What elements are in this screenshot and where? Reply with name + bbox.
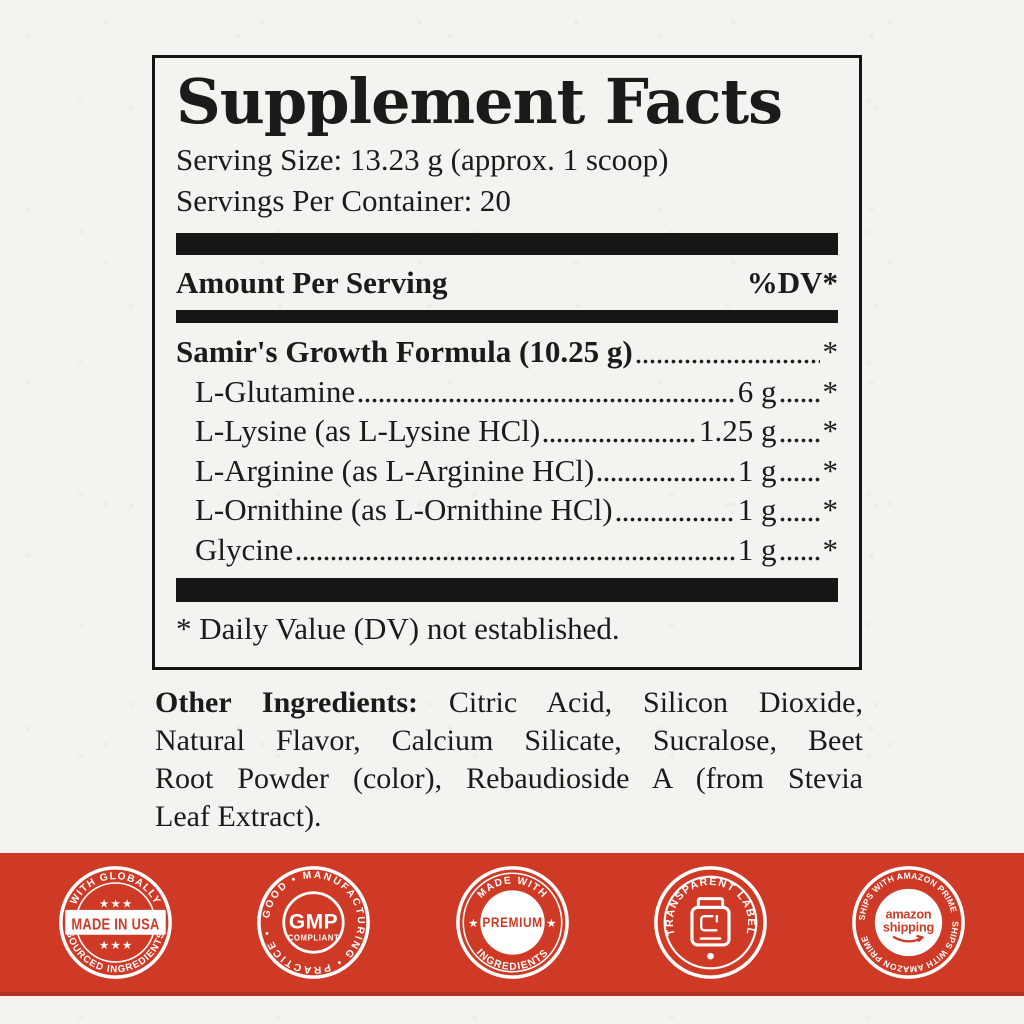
ingredient-row: L-Ornithine (as L-Ornithine HCl) 1 g * (176, 490, 838, 530)
badge-transparent-label: TRANSPARENT LABEL (653, 866, 767, 979)
dot-leader (779, 437, 820, 443)
premium-center-circle (479, 890, 545, 955)
shipping-text: shipping (883, 921, 934, 935)
badge-inner-ring (282, 891, 345, 954)
other-ingredients-line: Root Powder (color), Rebaudioside A (fro… (155, 762, 863, 795)
divider-bar-thick (176, 233, 838, 255)
other-ingredients-line: Natural Flavor, Calcium Silicate, Sucral… (155, 724, 863, 757)
ingredient-row: L-Arginine (as L-Arginine HCl) 1 g * (176, 451, 838, 491)
ingredient-amount: 1 g (737, 492, 777, 527)
ingredient-amount: 1 g (737, 452, 777, 488)
divider-bar-bottom (176, 578, 838, 602)
ingredient-name: L-Arginine (as L-Arginine HCl) (195, 452, 595, 488)
ingredient-amount: 1 g (737, 531, 777, 567)
jar-icon (690, 897, 731, 947)
dv-asterisk: * (822, 334, 839, 369)
ingredient-name: Samir's Growth Formula (10.25 g) (176, 334, 633, 369)
divider-bar-mid (176, 310, 838, 323)
dot-leader (296, 556, 735, 561)
amazon-text: amazon (886, 908, 932, 922)
star-icon: ★ (546, 918, 555, 929)
badge-amazon-shipping: SHIPS WITH AMAZON PRIME SHIPS WITH AMAZO… (852, 866, 965, 979)
amazon-center-circle (874, 888, 943, 957)
amazon-smile-icon (892, 935, 924, 943)
other-ingredients-line: Other Ingredients: Citric Acid, Silicon … (155, 686, 863, 719)
premium-text: PREMIUM (482, 914, 542, 930)
badge-outer-ring (653, 866, 767, 979)
dot-leader (779, 516, 820, 522)
amount-per-serving-label: Amount Per Serving (176, 265, 448, 300)
ingredient-row: Glycine 1 g * (176, 530, 838, 570)
other-ingredients-line: Leaf Extract). (155, 800, 322, 833)
dot-leader (597, 477, 735, 482)
other-ingredients-label: Other Ingredients: (155, 686, 419, 719)
dot-leader (635, 358, 820, 364)
ingredient-row: Samir's Growth Formula (10.25 g) * (176, 332, 838, 372)
dv-asterisk: * (822, 413, 839, 448)
dot-leader (779, 398, 820, 403)
badge-made-in-usa: WITH GLOBALLY SOURCED INGREDIENTS ★ ★ ★ … (59, 866, 172, 979)
panel-title: Supplement Facts (176, 65, 783, 138)
dv-header-label: %DV* (746, 265, 838, 300)
ingredient-name: L-Lysine (as L-Lysine HCl) (195, 413, 541, 448)
dv-asterisk: * (822, 492, 839, 527)
dot-leader (779, 477, 820, 482)
badge-outer-ring (59, 866, 172, 979)
badge-outer-ring (257, 866, 371, 979)
badge-banner: WITH GLOBALLY SOURCED INGREDIENTS ★ ★ ★ … (0, 853, 1024, 996)
ingredient-name: Glycine (195, 531, 294, 567)
dv-asterisk: * (822, 531, 839, 567)
dot-leader (615, 516, 735, 522)
ingredient-rows: Samir's Growth Formula (10.25 g) * L-Glu… (176, 332, 838, 569)
stars-icon: ★ ★ ★ (100, 899, 132, 910)
dv-asterisk: * (822, 452, 839, 488)
dot-leader (543, 437, 696, 443)
badge-gmp-compliant: GOOD • MANUFACTURING • PRACTICE • GMP CO… (257, 866, 371, 979)
star-icon: ★ (468, 918, 477, 929)
badge-premium-ingredients: MADE WITH INGREDIENTS PREMIUM ★ ★ (455, 866, 569, 979)
badge-outer-ring (455, 866, 569, 979)
gmp-text: GMP (289, 910, 338, 933)
serving-size: Serving Size: 13.23 g (approx. 1 scoop) (176, 142, 669, 177)
made-in-usa-band (65, 909, 166, 935)
dot-leader (358, 398, 735, 403)
other-ingredients-paragraph: Other Ingredients: Citric Acid, Silicon … (155, 684, 863, 836)
badge-inner-ring (663, 875, 758, 970)
ingredient-name: L-Ornithine (as L-Ornithine HCl) (195, 492, 613, 527)
compliant-text: COMPLIANT (288, 934, 340, 943)
dv-asterisk: * (822, 373, 839, 409)
badge-outer-ring (852, 866, 965, 979)
stars-icon: ★ ★ ★ (100, 940, 132, 951)
dot-icon (706, 952, 714, 960)
servings-per-container: Servings Per Container: 20 (176, 183, 511, 218)
made-in-usa-text: MADE IN USA (71, 916, 159, 933)
ingredient-amount: 6 g (737, 373, 777, 409)
badge-inner-ring (461, 872, 563, 973)
dot-leader (779, 556, 820, 561)
ingredient-row: L-Lysine (as L-Lysine HCl) 1.25 g * (176, 411, 838, 451)
ingredient-amount: 1.25 g (699, 413, 777, 448)
amount-header-row: Amount Per Serving %DV* (176, 263, 838, 303)
ingredient-row: L-Glutamine 6 g * (176, 372, 838, 412)
dv-footnote: * Daily Value (DV) not established. (176, 611, 620, 646)
ingredient-name: L-Glutamine (195, 373, 356, 409)
supplement-facts-panel: Supplement Facts Serving Size: 13.23 g (… (152, 55, 862, 670)
